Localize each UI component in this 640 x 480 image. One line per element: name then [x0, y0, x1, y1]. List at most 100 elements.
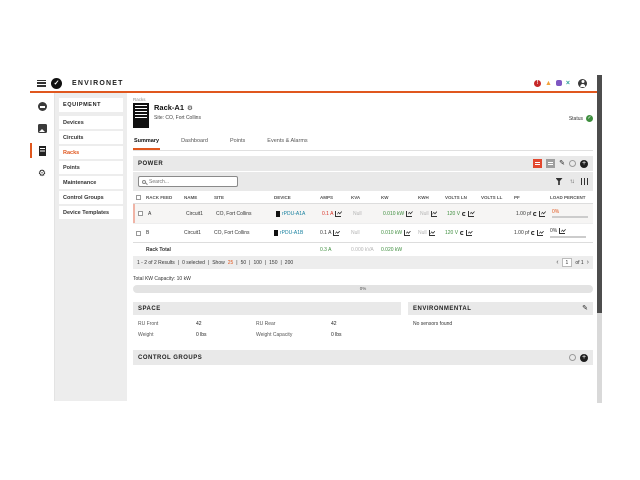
device-link[interactable]: rPDU-A1B — [280, 230, 304, 236]
row-checkbox[interactable] — [138, 211, 143, 216]
warning-alarm-icon[interactable]: ▲ — [544, 79, 552, 87]
kva-value: Null — [353, 210, 362, 217]
phase-c-icon[interactable] — [462, 211, 467, 216]
purple-alarm-icon[interactable] — [555, 80, 562, 86]
logo-check-glyph: ✓ — [53, 80, 60, 87]
device-link[interactable]: rPDU-A1A — [282, 210, 306, 217]
sidebar-item-circuits[interactable]: Circuits — [59, 131, 123, 144]
phase-c-icon[interactable] — [533, 211, 538, 216]
power-edit-icon[interactable]: ✎ — [559, 159, 565, 167]
device-rack-icon — [276, 210, 280, 217]
rack-settings-icon[interactable]: ⚙ — [187, 104, 193, 112]
kw-trend-icon[interactable] — [404, 230, 411, 236]
rail-equipment-item[interactable] — [30, 143, 54, 158]
rail-settings-item[interactable]: ⚙ — [30, 166, 54, 179]
phase-c-icon[interactable] — [460, 231, 465, 235]
columns-icon[interactable] — [580, 178, 588, 185]
search-input[interactable] — [149, 178, 234, 185]
rack-feed-value: A — [148, 210, 152, 217]
kwh-value: Null — [420, 210, 429, 217]
map-icon — [37, 124, 47, 133]
filter-icon[interactable] — [555, 178, 563, 185]
rack-name: Rack-A1 — [154, 103, 185, 112]
volts-trend-icon[interactable] — [468, 210, 475, 217]
weight-capacity-label: Weight Capacity — [256, 332, 293, 338]
page-of-label: of 1 — [575, 259, 584, 266]
control-groups-circle-icon[interactable] — [569, 354, 576, 361]
app-bar-status-icons: ! ▲ × — [533, 78, 595, 88]
equipment-rack-icon — [38, 145, 46, 156]
phase-c-icon[interactable] — [531, 231, 536, 235]
account-icon[interactable] — [578, 78, 587, 88]
amps-value: 0.1 A — [322, 210, 334, 217]
kwh-trend-icon[interactable] — [428, 230, 435, 236]
load-percent-value: 0% — [552, 208, 560, 215]
status-label: Status — [568, 115, 583, 122]
sort-icon[interactable]: ↑↓ — [569, 178, 575, 185]
sidebar-item-device-templates[interactable]: Device Templates — [59, 206, 123, 219]
pf-trend-icon[interactable] — [537, 230, 544, 236]
rack-feed-value: B — [146, 230, 150, 236]
page-size-50[interactable]: 50 — [240, 259, 247, 266]
critical-alarm-icon[interactable]: ! — [533, 79, 541, 87]
disconnected-status-icon[interactable]: × — [565, 79, 570, 87]
kwh-trend-icon[interactable] — [430, 210, 437, 217]
tab-events-alarms[interactable]: Events & Alarms — [267, 138, 308, 144]
select-all-checkbox[interactable] — [136, 194, 141, 200]
page-size-150[interactable]: 150 — [269, 259, 278, 266]
tab-dashboard[interactable]: Dashboard — [181, 138, 208, 144]
separator: | — [207, 259, 210, 266]
kwh-value: Null — [418, 230, 427, 236]
settings-gear-icon: ⚙ — [37, 167, 47, 178]
load-trend-icon[interactable] — [559, 228, 566, 235]
breadcrumb[interactable]: Racks — [133, 97, 146, 102]
table-header-row: RACK FEED NAME SITE DEVICE AMPS KVA KW K… — [133, 191, 593, 204]
vertical-scrollbar[interactable] — [597, 75, 602, 403]
site-value: CO, Fort Collins — [216, 210, 252, 217]
row-checkbox[interactable] — [136, 230, 141, 236]
tab-points[interactable]: Points — [230, 138, 246, 144]
environmental-edit-icon[interactable]: ✎ — [582, 304, 588, 312]
page-size-100[interactable]: 100 — [253, 259, 262, 266]
col-amps: AMPS — [320, 194, 334, 200]
kw-capacity-bar: 0% — [133, 285, 593, 293]
sidebar-item-maintenance[interactable]: Maintenance — [59, 176, 123, 189]
current-page-input[interactable]: 1 — [561, 258, 573, 267]
rack-total-label: Rack Total — [146, 246, 171, 253]
rail-map-item[interactable] — [30, 122, 54, 135]
results-count: 1 - 2 of 2 Results — [137, 259, 175, 266]
control-groups-add-button[interactable]: + — [580, 353, 588, 362]
table-row-feed-b[interactable]: B Circuit1 CO, Fort Collins rPDU-A1B 0.1… — [133, 223, 593, 242]
dashboard-icon — [37, 102, 47, 111]
total-amps-value: 0.3 A — [320, 246, 332, 253]
tab-summary[interactable]: Summary — [133, 134, 161, 150]
separator: | — [264, 259, 267, 266]
menu-icon[interactable] — [37, 79, 46, 87]
power-add-button[interactable]: + — [580, 159, 588, 168]
load-percent-bar — [552, 216, 588, 219]
power-circle-icon[interactable] — [569, 160, 576, 167]
next-page-icon[interactable]: › — [586, 259, 589, 266]
amps-trend-icon[interactable] — [335, 210, 342, 217]
graph-view-toggle-button[interactable] — [546, 159, 556, 168]
equipment-sidebar: EQUIPMENT Devices Circuits Racks Points … — [55, 93, 127, 401]
scrollbar-thumb[interactable] — [597, 75, 602, 313]
load-percent-value: 0% — [550, 228, 558, 235]
load-percent-bar — [550, 235, 586, 238]
volts-trend-icon[interactable] — [466, 230, 473, 236]
sidebar-item-devices[interactable]: Devices — [59, 116, 123, 129]
rail-dashboard-item[interactable] — [30, 100, 54, 113]
page-size-200[interactable]: 200 — [284, 259, 294, 266]
sidebar-item-racks[interactable]: Racks — [59, 146, 123, 159]
kw-trend-icon[interactable] — [406, 210, 413, 217]
page-size-25[interactable]: 25 — [227, 259, 234, 266]
pf-trend-icon[interactable] — [539, 210, 546, 217]
table-row-feed-a[interactable]: A Circuit1 CO, Fort Collins rPDU-A1A 0.1… — [133, 204, 593, 223]
sidebar-item-control-groups[interactable]: Control Groups — [59, 191, 123, 204]
table-view-toggle-button[interactable] — [533, 159, 543, 168]
sidebar-item-points[interactable]: Points — [59, 161, 123, 174]
environmental-title: ENVIRONMENTAL — [413, 305, 472, 312]
kw-capacity-label: Total KW Capacity: 10 kW — [133, 276, 191, 282]
prev-page-icon[interactable]: ‹ — [556, 259, 559, 266]
amps-trend-icon[interactable] — [333, 230, 340, 236]
